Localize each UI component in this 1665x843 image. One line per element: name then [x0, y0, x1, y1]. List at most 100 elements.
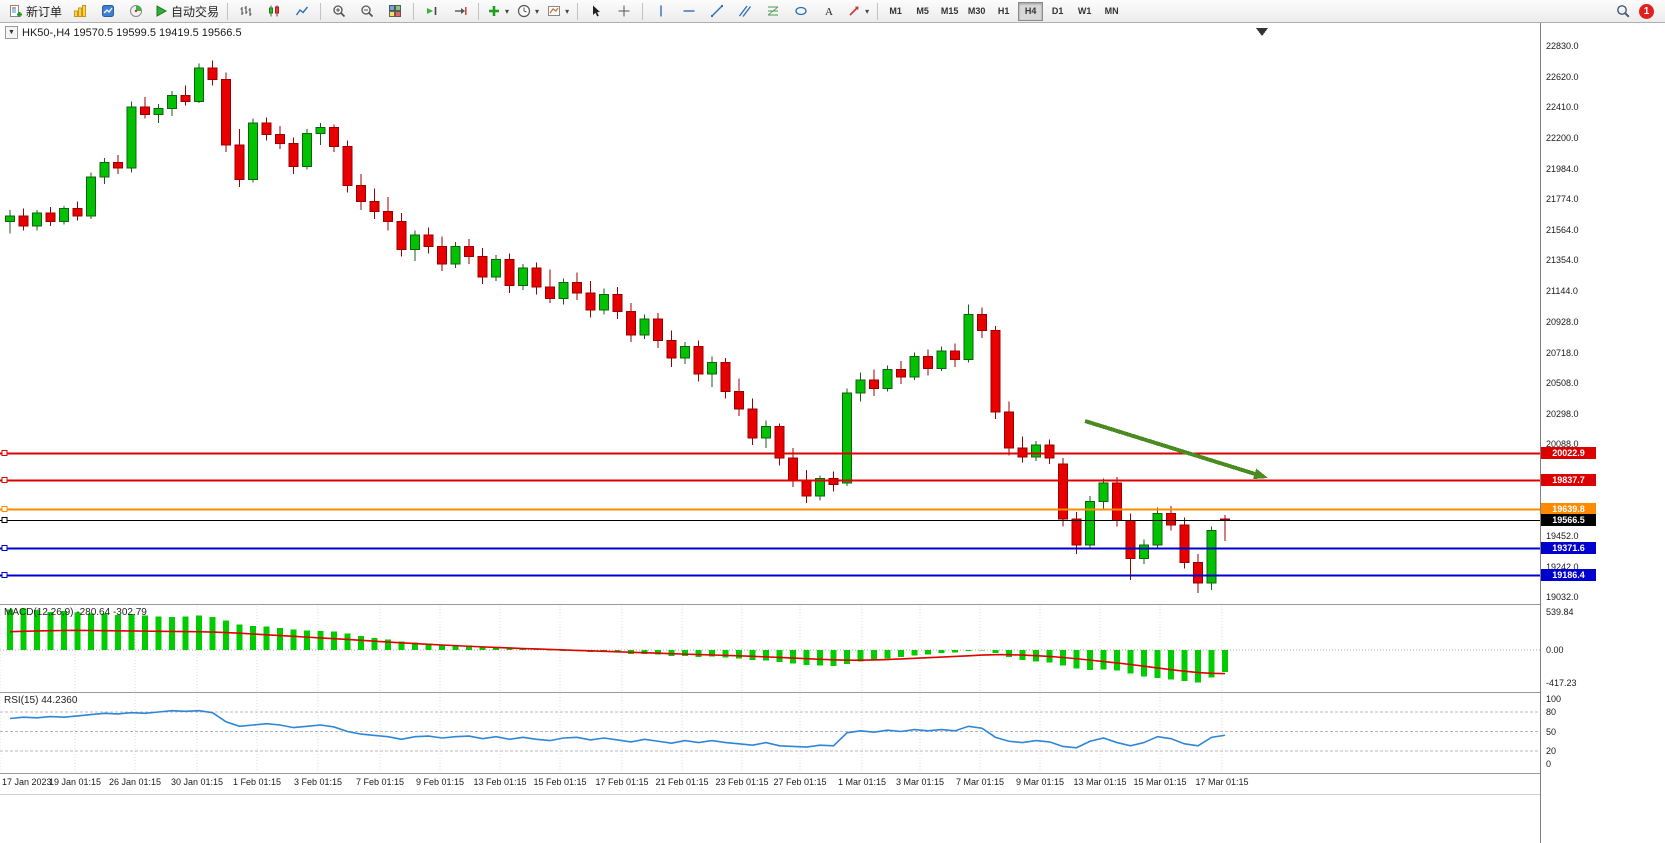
zoom-in-button[interactable]	[325, 0, 353, 22]
candle-body	[545, 286, 555, 300]
macd-axis-tick: 539.84	[1546, 607, 1574, 617]
time-label: 3 Feb 01:15	[293, 777, 343, 787]
time-label: 17 Jan 2023	[2, 777, 52, 787]
panel-separator[interactable]	[0, 692, 1665, 693]
timeframe-button-h1[interactable]: H1	[997, 6, 1010, 16]
line-handle[interactable]	[1, 450, 8, 456]
fibonacci-button[interactable]	[759, 0, 787, 22]
rsi-panel[interactable]	[0, 694, 1540, 772]
timeframe-button-d1[interactable]: D1	[1051, 6, 1064, 16]
bar-chart-button[interactable]	[232, 0, 260, 22]
time-label: 7 Mar 01:15	[955, 777, 1005, 787]
zoom-out-button[interactable]	[353, 0, 381, 22]
candle-body	[383, 211, 393, 223]
price-axis-tick: 21144.0	[1546, 285, 1578, 296]
periods-icon	[517, 4, 531, 18]
trend-arrow-annotation[interactable]	[1084, 419, 1268, 480]
templates-button[interactable]: ▾	[543, 0, 573, 22]
line-chart-button[interactable]	[288, 0, 316, 22]
trendline-button[interactable]	[703, 0, 731, 22]
text-button[interactable]: A	[815, 0, 843, 22]
vertical-line-button[interactable]	[647, 0, 675, 22]
candlestick-chart-button[interactable]	[260, 0, 288, 22]
time-label: 26 Jan 01:15	[108, 777, 162, 787]
candle-body	[788, 457, 798, 481]
hline-19186.4[interactable]	[0, 572, 1540, 578]
new-order-button[interactable]: 新订单	[5, 0, 66, 22]
timeframe-button-m5[interactable]: M5	[916, 6, 929, 16]
candle-body	[882, 369, 893, 390]
candle-body	[1193, 562, 1203, 584]
candle-body	[1139, 544, 1149, 559]
periods-button[interactable]: ▾	[513, 0, 543, 22]
shapes-button[interactable]	[787, 0, 815, 22]
candle-body	[950, 350, 960, 361]
new-chart-button[interactable]	[66, 0, 94, 22]
hline-20022.9[interactable]	[0, 450, 1540, 456]
chart-shift-marker[interactable]	[1256, 28, 1268, 36]
candle-body	[720, 361, 731, 392]
timeframe-button-m30[interactable]: M30	[967, 6, 986, 16]
hline-19639.8[interactable]	[0, 506, 1540, 512]
macd-histogram	[7, 608, 1228, 683]
templates-icon	[547, 4, 561, 18]
panel-separator[interactable]	[0, 604, 1665, 605]
hline-19371.6[interactable]	[0, 545, 1540, 551]
cursor-button[interactable]	[582, 0, 610, 22]
candlestick-icon	[267, 4, 281, 18]
channel-button[interactable]	[731, 0, 759, 22]
collapse-button[interactable]: ▼	[5, 26, 18, 39]
chart-shift-icon	[453, 4, 467, 18]
dropdown-caret-icon: ▾	[535, 6, 540, 16]
line-handle[interactable]	[1, 572, 8, 578]
price-axis-tick: 22410.0	[1546, 102, 1579, 113]
timeframe-button-w1[interactable]: W1	[1077, 6, 1092, 16]
candle-body	[909, 356, 920, 378]
timeframe-button-mn[interactable]: MN	[1104, 6, 1119, 16]
main-chart[interactable]	[0, 23, 1540, 604]
candle-body	[626, 311, 636, 336]
horizontal-line-button[interactable]	[675, 0, 703, 22]
auto-scroll-button[interactable]	[418, 0, 446, 22]
dropdown-caret-icon: ▾	[505, 6, 510, 16]
auto-trading-button[interactable]: 自动交易	[150, 0, 223, 22]
hline-19837.7[interactable]	[0, 477, 1540, 483]
timeframe-button-m15[interactable]: M15	[940, 6, 959, 16]
line-handle[interactable]	[1, 477, 8, 483]
candle-body	[99, 161, 110, 178]
price-axis-tick: 20928.0	[1546, 317, 1579, 328]
candle-body	[329, 126, 339, 147]
candle-body	[1085, 501, 1095, 546]
line-handle[interactable]	[1, 506, 8, 512]
hline-19566.5[interactable]	[0, 517, 1540, 523]
time-axis[interactable]: 17 Jan 2023 19 Jan 01:15 26 Jan 01:15 30 Ja…	[0, 775, 1540, 793]
dropdown-caret-icon: ▾	[865, 6, 870, 16]
candle-body	[464, 245, 474, 258]
notification-badge[interactable]: 1	[1639, 3, 1654, 19]
candle-body	[518, 267, 528, 287]
timeframe-button-m1[interactable]: M1	[889, 6, 902, 16]
strategy-tester-button[interactable]	[122, 0, 150, 22]
line-handle[interactable]	[1, 545, 8, 551]
price-axis-tick: 20508.0	[1546, 378, 1579, 389]
macd-panel[interactable]	[0, 606, 1540, 691]
channel-icon	[738, 4, 752, 18]
indicators-button[interactable]: ▾	[483, 0, 513, 22]
profiles-button[interactable]	[94, 0, 122, 22]
time-label: 13 Mar 01:15	[1073, 777, 1127, 787]
search-button[interactable]	[1609, 0, 1637, 22]
toolbar-separator	[577, 2, 579, 20]
candle-body	[774, 425, 785, 459]
timeframe-button-h4[interactable]: H4	[1018, 1, 1044, 21]
price-axis[interactable]: 22830.0 22620.0 22410.0 22200.0 21984.0 21774…	[1540, 23, 1665, 843]
candle-body	[1031, 444, 1041, 458]
macd-label: MACD(12,26,9) -280.64 -302.79	[4, 607, 147, 618]
tile-windows-button[interactable]	[381, 0, 409, 22]
line-handle[interactable]	[1, 517, 8, 523]
crosshair-button[interactable]	[610, 0, 638, 22]
candle-body	[1004, 411, 1014, 449]
arrows-button[interactable]: ▾	[843, 0, 873, 22]
line-chart-icon	[295, 4, 309, 18]
auto-trading-button-label: 自动交易	[171, 4, 220, 19]
chart-shift-button[interactable]	[446, 0, 474, 22]
